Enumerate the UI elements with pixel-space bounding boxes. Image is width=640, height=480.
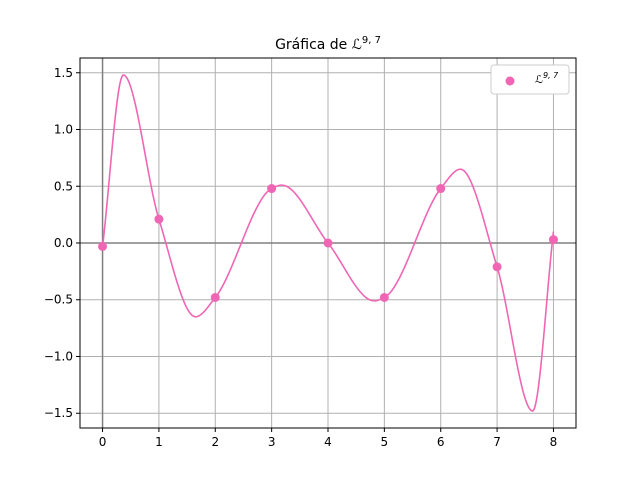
- y-tick-label: 1.5: [54, 66, 73, 80]
- data-point: [492, 262, 502, 272]
- x-axis-ticks: 0 1 2 3 4 5 6 7 8: [99, 428, 558, 449]
- y-tick-label: −1.0: [44, 349, 73, 363]
- x-tick-label: 2: [211, 435, 219, 449]
- chart-title-symbol: ℒ: [352, 37, 362, 53]
- points-layer: [98, 184, 558, 302]
- x-tick-label: 0: [99, 435, 107, 449]
- x-tick-label: 1: [155, 435, 163, 449]
- x-tick-label: 5: [381, 435, 389, 449]
- data-point: [323, 238, 333, 248]
- data-point: [379, 292, 389, 302]
- legend-marker: [505, 76, 515, 86]
- y-tick-label: −1.5: [44, 406, 73, 420]
- y-tick-label: 1.0: [54, 123, 73, 137]
- grid: [80, 58, 576, 428]
- x-tick-label: 8: [550, 435, 558, 449]
- x-tick-label: 6: [437, 435, 445, 449]
- chart-title: Gráfica de ℒ9, 7: [275, 35, 381, 53]
- legend-label-superscript: 9, 7: [543, 71, 559, 80]
- data-point: [98, 241, 108, 251]
- data-point: [436, 184, 446, 194]
- legend-label-symbol: ℒ: [535, 73, 543, 86]
- y-tick-label: −0.5: [44, 293, 73, 307]
- data-point: [548, 235, 558, 245]
- y-axis-ticks: −1.5 −1.0 −0.5 0.0 0.5 1.0 1.5: [44, 66, 80, 420]
- legend-box: [490, 64, 570, 95]
- legend: ℒ9, 7: [490, 64, 570, 95]
- y-tick-label: 0.0: [54, 236, 73, 250]
- chart-title-text: Gráfica de: [275, 37, 352, 53]
- data-point: [210, 292, 220, 302]
- y-tick-label: 0.5: [54, 179, 73, 193]
- x-tick-label: 4: [324, 435, 332, 449]
- data-point: [267, 184, 277, 194]
- chart-title-superscript: 9, 7: [362, 35, 381, 46]
- x-tick-label: 3: [268, 435, 276, 449]
- legend-label: ℒ9, 7: [535, 71, 559, 86]
- data-point: [154, 214, 164, 224]
- x-tick-label: 7: [493, 435, 501, 449]
